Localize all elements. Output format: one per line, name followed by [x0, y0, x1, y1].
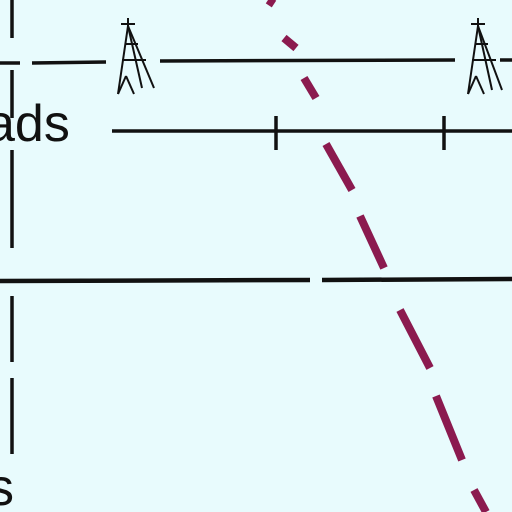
ticked-road-line — [112, 116, 512, 150]
heavy-dashed-line — [0, 276, 512, 284]
map-label-upper: ads — [0, 95, 70, 153]
transmission-tower-icon — [467, 18, 503, 95]
transmission-tower-icon — [117, 18, 155, 95]
map-label-lower: s — [0, 459, 14, 512]
boundary-dashed-line — [265, 0, 490, 512]
power-line — [0, 58, 512, 65]
